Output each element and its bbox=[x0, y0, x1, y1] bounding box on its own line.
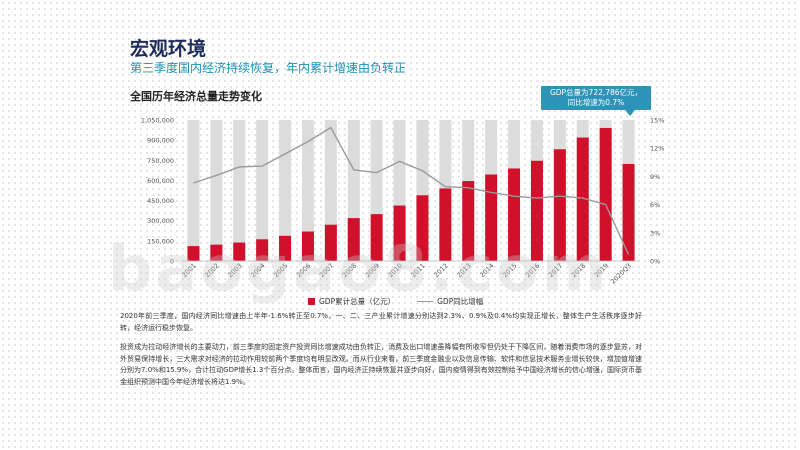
gdp-callout: GDP总量为722,786亿元， 同比增速为0.7% bbox=[541, 86, 651, 116]
bar-gdp-total bbox=[210, 244, 223, 261]
right-axis-tick-label: 0% bbox=[650, 258, 660, 266]
x-axis-tick-label: 2017 bbox=[547, 262, 564, 279]
gdp-chart: 0 150,000 300,000 450,000 600,000 750,000 900,… bbox=[141, 117, 665, 286]
chart-title: 全国历年经济总量走势变化 bbox=[130, 90, 262, 103]
bar-gdp-total bbox=[347, 218, 360, 261]
bar-gdp-total bbox=[301, 231, 314, 261]
x-axis-tick-label: 2016 bbox=[524, 262, 541, 279]
background-bar bbox=[187, 120, 200, 261]
right-axis-tick-label: 12% bbox=[650, 145, 664, 153]
right-axis-tick-label: 3% bbox=[650, 229, 660, 237]
left-axis-tick-label: 900,000 bbox=[147, 137, 174, 145]
left-axis-tick-label: 300,000 bbox=[147, 217, 174, 225]
legend-item-gdp-total: GDP累计总量（亿元） bbox=[308, 296, 395, 307]
bar-gdp-total bbox=[485, 174, 498, 261]
bar-gdp-total bbox=[324, 224, 337, 261]
x-axis-tick-label: 2002 bbox=[203, 262, 220, 279]
left-axis-tick-label: 450,000 bbox=[147, 197, 174, 205]
bar-gdp-total bbox=[393, 205, 406, 261]
background-bar bbox=[210, 120, 223, 261]
bar-gdp-total bbox=[187, 246, 200, 261]
bar-gdp-total bbox=[233, 242, 246, 261]
bar-gdp-total bbox=[462, 181, 475, 261]
legend-swatch-bar bbox=[308, 298, 315, 305]
bar-gdp-total bbox=[530, 160, 543, 261]
summary-paragraph-2: 投资成为拉动经济增长的主要动力，前三季度的固定资产投资同比增速成功由负转正，消费… bbox=[120, 343, 642, 386]
bar-gdp-total bbox=[256, 239, 269, 261]
bar-gdp-total bbox=[508, 168, 521, 261]
left-axis-tick-label: 0 bbox=[170, 258, 174, 266]
left-axis-tick-label: 750,000 bbox=[147, 157, 174, 165]
background-bar bbox=[256, 120, 269, 261]
bar-gdp-total bbox=[279, 235, 292, 261]
x-axis-tick-label: 2012 bbox=[432, 262, 449, 279]
page-title: 宏观环境 bbox=[130, 38, 207, 60]
x-axis-tick-label: 2004 bbox=[249, 262, 266, 279]
background-bar bbox=[301, 120, 314, 261]
page-subtitle: 第三季度国内经济持续恢复，年内累计增速由负转正 bbox=[130, 61, 407, 75]
callout-line-1: GDP总量为722,786亿元， bbox=[549, 88, 643, 97]
background-bar bbox=[233, 120, 246, 261]
bar-gdp-total bbox=[416, 195, 429, 261]
legend-item-gdp-growth: GDP同比增幅 bbox=[417, 296, 483, 307]
left-axis-tick-label: 600,000 bbox=[147, 177, 174, 185]
x-axis-tick-label: 2019 bbox=[593, 262, 610, 279]
bar-gdp-total bbox=[622, 163, 635, 261]
bar-gdp-total bbox=[370, 214, 383, 261]
left-axis-tick-label: 1,050,000 bbox=[141, 117, 174, 125]
legend-label-gdp-total: GDP累计总量（亿元） bbox=[319, 297, 396, 306]
bar-gdp-total bbox=[576, 137, 589, 261]
x-axis-tick-label: 2011 bbox=[410, 262, 427, 279]
right-axis-tick-label: 15% bbox=[650, 117, 664, 125]
right-axis-tick-label: 6% bbox=[650, 201, 660, 209]
x-axis-tick-label: 2003 bbox=[226, 262, 243, 279]
legend-swatch-line bbox=[417, 301, 434, 302]
x-axis-tick-label: 2007 bbox=[318, 262, 335, 279]
x-axis-tick-label: 2018 bbox=[570, 262, 587, 279]
bar-gdp-total bbox=[439, 188, 452, 261]
x-axis-tick-label: 2001 bbox=[181, 262, 198, 279]
x-axis-tick-label: 2020Q3 bbox=[609, 262, 633, 286]
x-axis-tick-label: 2014 bbox=[478, 262, 495, 279]
left-axis-tick-label: 150,000 bbox=[147, 237, 174, 245]
chart-legend: GDP累计总量（亿元） GDP同比增幅 bbox=[308, 296, 483, 307]
x-axis-tick-label: 2013 bbox=[455, 262, 472, 279]
x-axis-tick-label: 2006 bbox=[295, 262, 312, 279]
x-axis-tick-label: 2005 bbox=[272, 262, 289, 279]
x-axis-tick-label: 2008 bbox=[341, 262, 358, 279]
bar-gdp-total bbox=[599, 127, 612, 262]
x-axis-tick-label: 2010 bbox=[387, 262, 404, 279]
bar-gdp-total bbox=[553, 149, 566, 261]
summary-paragraph-1: 2020年前三季度，国内经济同比增速由上半年-1.6%转正至0.7%，一、二、三… bbox=[120, 312, 642, 332]
right-axis-tick-label: 9% bbox=[650, 173, 660, 181]
line-gdp-growth bbox=[193, 126, 630, 255]
x-axis-tick-label: 2015 bbox=[501, 262, 518, 279]
x-axis-tick-label: 2009 bbox=[364, 262, 381, 279]
callout-line-2: 同比增速为0.7% bbox=[567, 98, 625, 107]
legend-label-gdp-growth: GDP同比增幅 bbox=[437, 297, 484, 306]
